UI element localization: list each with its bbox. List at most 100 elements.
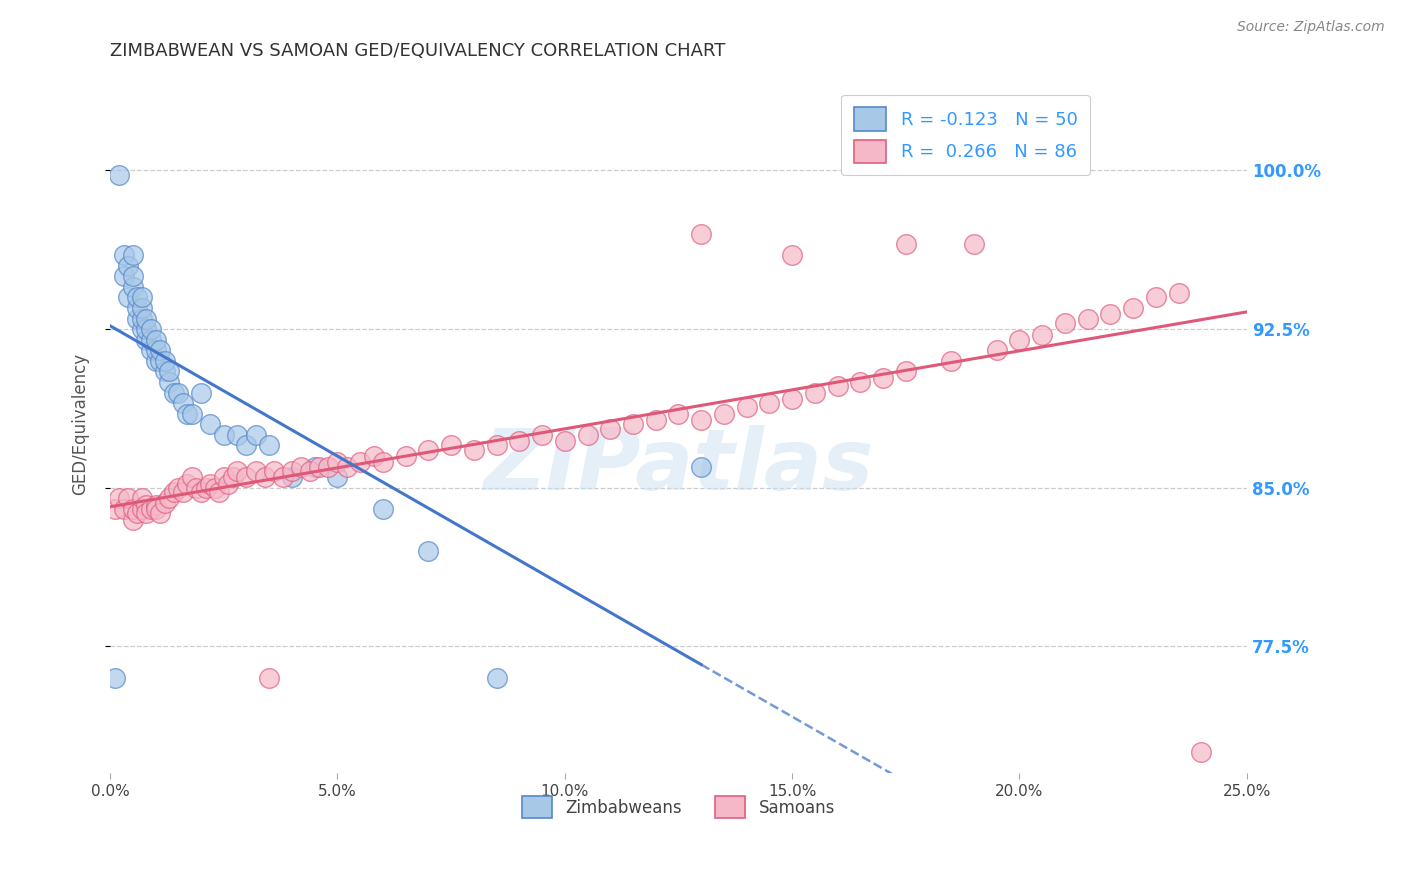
- Point: [941, 354, 963, 368]
- Point: [827, 379, 849, 393]
- Point: [135, 333, 157, 347]
- Point: [135, 506, 157, 520]
- Point: [780, 248, 803, 262]
- Point: [894, 237, 917, 252]
- Point: [735, 401, 758, 415]
- Point: [245, 464, 267, 478]
- Point: [167, 481, 190, 495]
- Point: [326, 470, 349, 484]
- Point: [145, 343, 167, 358]
- Point: [176, 476, 198, 491]
- Point: [198, 417, 221, 432]
- Point: [139, 502, 162, 516]
- Point: [167, 385, 190, 400]
- Point: [304, 459, 326, 474]
- Point: [1099, 307, 1122, 321]
- Point: [145, 502, 167, 516]
- Point: [349, 455, 371, 469]
- Point: [127, 301, 149, 315]
- Point: [181, 470, 204, 484]
- Point: [690, 413, 713, 427]
- Point: [1031, 328, 1053, 343]
- Point: [986, 343, 1008, 358]
- Point: [418, 544, 440, 558]
- Point: [117, 259, 139, 273]
- Point: [271, 470, 294, 484]
- Point: [117, 491, 139, 506]
- Point: [172, 485, 194, 500]
- Point: [163, 485, 186, 500]
- Point: [804, 385, 827, 400]
- Point: [172, 396, 194, 410]
- Point: [145, 498, 167, 512]
- Point: [198, 476, 221, 491]
- Point: [599, 421, 621, 435]
- Point: [135, 311, 157, 326]
- Point: [212, 470, 235, 484]
- Point: [418, 442, 440, 457]
- Point: [690, 227, 713, 241]
- Point: [257, 438, 280, 452]
- Point: [245, 428, 267, 442]
- Point: [149, 343, 172, 358]
- Point: [131, 311, 153, 326]
- Point: [235, 438, 257, 452]
- Point: [576, 428, 599, 442]
- Point: [204, 481, 226, 495]
- Point: [758, 396, 780, 410]
- Point: [139, 322, 162, 336]
- Text: Source: ZipAtlas.com: Source: ZipAtlas.com: [1237, 20, 1385, 34]
- Point: [263, 464, 285, 478]
- Point: [127, 506, 149, 520]
- Point: [363, 449, 385, 463]
- Point: [335, 459, 357, 474]
- Point: [145, 333, 167, 347]
- Point: [485, 438, 508, 452]
- Point: [1122, 301, 1144, 315]
- Point: [872, 371, 894, 385]
- Point: [621, 417, 644, 432]
- Point: [149, 506, 172, 520]
- Y-axis label: GED/Equivalency: GED/Equivalency: [72, 353, 89, 495]
- Point: [208, 485, 231, 500]
- Point: [104, 671, 127, 685]
- Text: ZIMBABWEAN VS SAMOAN GED/EQUIVALENCY CORRELATION CHART: ZIMBABWEAN VS SAMOAN GED/EQUIVALENCY COR…: [110, 42, 725, 60]
- Point: [127, 311, 149, 326]
- Point: [326, 455, 349, 469]
- Point: [139, 343, 162, 358]
- Legend: Zimbabweans, Samoans: Zimbabweans, Samoans: [515, 789, 842, 824]
- Point: [163, 385, 186, 400]
- Point: [131, 502, 153, 516]
- Point: [127, 290, 149, 304]
- Point: [108, 491, 131, 506]
- Point: [157, 364, 180, 378]
- Text: ZIPatlas: ZIPatlas: [484, 425, 873, 508]
- Point: [117, 290, 139, 304]
- Point: [121, 248, 143, 262]
- Point: [226, 464, 249, 478]
- Point: [131, 290, 153, 304]
- Point: [235, 470, 257, 484]
- Point: [212, 428, 235, 442]
- Point: [186, 481, 208, 495]
- Point: [1053, 316, 1076, 330]
- Point: [1189, 745, 1212, 759]
- Point: [644, 413, 666, 427]
- Point: [440, 438, 463, 452]
- Point: [153, 495, 176, 509]
- Point: [508, 434, 530, 449]
- Point: [112, 502, 135, 516]
- Point: [121, 269, 143, 284]
- Point: [1167, 286, 1189, 301]
- Point: [963, 237, 986, 252]
- Point: [157, 491, 180, 506]
- Point: [554, 434, 576, 449]
- Point: [217, 476, 239, 491]
- Point: [131, 491, 153, 506]
- Point: [780, 392, 803, 406]
- Point: [222, 470, 245, 484]
- Point: [153, 364, 176, 378]
- Point: [176, 407, 198, 421]
- Point: [690, 459, 713, 474]
- Point: [131, 322, 153, 336]
